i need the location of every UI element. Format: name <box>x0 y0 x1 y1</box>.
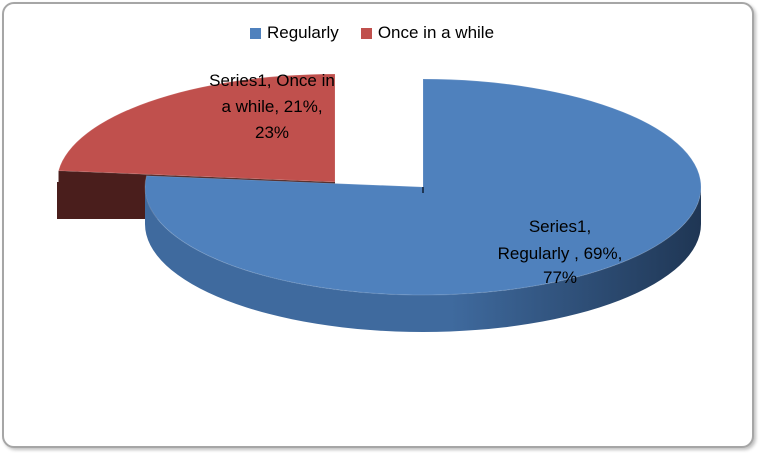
slice-regularly <box>144 78 702 332</box>
slice-top-once-in-a-while <box>57 73 336 183</box>
legend-swatch-once-in-a-while <box>360 27 372 39</box>
data-label-regularly-line-1: Series1, <box>529 217 591 236</box>
data-label-once-in-a-while-line-3: 23% <box>255 123 289 142</box>
slice-side-regularly <box>145 187 701 332</box>
legend-swatch-regularly <box>250 27 261 39</box>
data-label-once-in-a-while-line-1: Series1, Once in <box>209 71 335 90</box>
data-label-regularly-line-3: 77% <box>543 268 577 287</box>
legend-label-once-in-a-while: Once in a while <box>377 23 495 42</box>
data-label-regularly-line-2: Regularly , 69%, <box>498 244 623 263</box>
slice-top-regularly <box>144 78 702 296</box>
legend-item-regularly: Regularly <box>250 23 339 43</box>
data-label-once-in-a-while-line-2: a while, 21%, <box>221 97 322 116</box>
legend-item-once-in-a-while: Once in a while <box>360 23 495 43</box>
legend: Regularly Once in a while <box>250 22 516 44</box>
legend-label-regularly: Regularly <box>267 23 339 42</box>
